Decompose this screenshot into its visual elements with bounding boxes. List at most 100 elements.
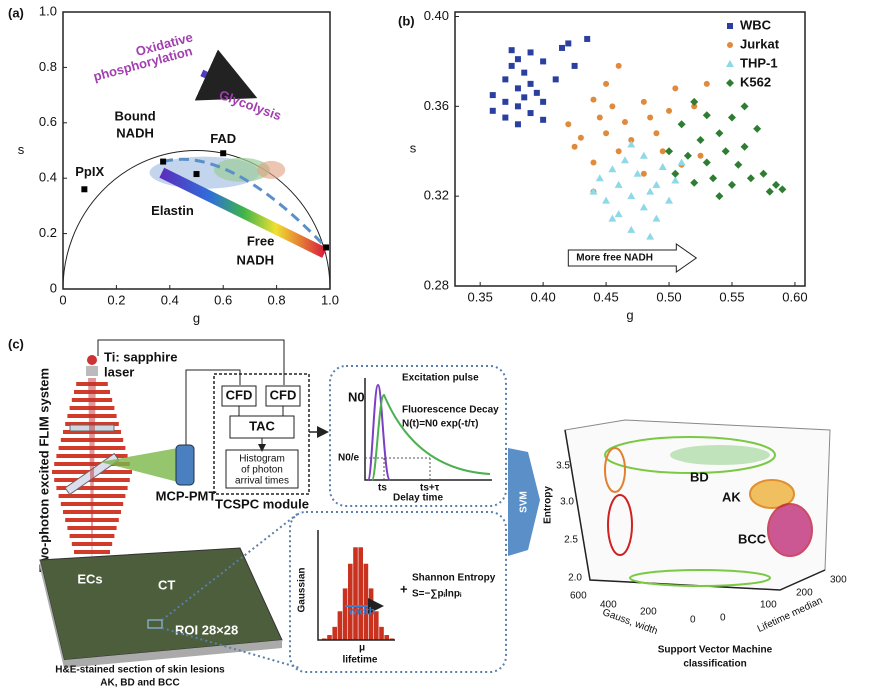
point — [627, 140, 636, 148]
svm-label: SVM — [519, 491, 530, 513]
point — [666, 107, 673, 114]
flow-arrow — [238, 406, 284, 450]
point — [603, 80, 610, 87]
point — [540, 98, 547, 105]
plot-caption: Support Vector Machine — [658, 645, 773, 656]
point — [508, 62, 515, 69]
class-label: AK — [722, 489, 741, 504]
point — [193, 171, 200, 178]
hist-bar — [342, 588, 348, 640]
entropy-text: μ — [359, 643, 365, 654]
y-tick-label: 0.6 — [39, 114, 57, 129]
y-axis-label: s — [410, 140, 417, 155]
point — [160, 158, 167, 165]
annotation-arrow — [567, 243, 698, 273]
x-tick-label: 0.2 — [107, 292, 125, 307]
point — [759, 169, 768, 178]
point — [577, 134, 584, 141]
point — [740, 102, 749, 111]
point — [721, 147, 730, 156]
point — [615, 62, 622, 69]
point — [608, 214, 617, 222]
tick-label: 0 — [720, 613, 726, 624]
hist-bar — [332, 626, 337, 640]
point — [639, 151, 648, 159]
annotation: Bound — [115, 109, 156, 124]
legend-label: Jurkat — [740, 36, 780, 51]
hist-bar — [322, 638, 327, 640]
y-tick-label: 0.8 — [39, 59, 57, 74]
histogram-label: arrival times — [235, 476, 289, 487]
point — [652, 180, 661, 188]
ak-boundary — [604, 447, 626, 493]
point — [677, 158, 686, 166]
tick-label: 200 — [796, 588, 813, 599]
point — [690, 97, 699, 106]
point — [727, 180, 736, 189]
metabolic-arrow — [194, 49, 258, 101]
tissue-caption: AK, BD and BCC — [100, 678, 179, 689]
point — [584, 35, 591, 42]
y-tick-label: 0.2 — [39, 225, 57, 240]
point — [715, 129, 724, 138]
point — [322, 244, 329, 251]
ak-cluster — [749, 479, 795, 509]
decay-guide — [365, 457, 431, 480]
point — [559, 44, 566, 51]
tick-label: 3.5 — [556, 461, 570, 472]
decay-text: ts+τ — [420, 483, 440, 494]
point — [709, 174, 718, 183]
point — [602, 196, 611, 204]
point — [571, 143, 578, 150]
annotation: PpIX — [75, 164, 104, 179]
point — [646, 187, 655, 195]
point — [697, 152, 704, 159]
point — [639, 203, 648, 211]
tick-label: 2.5 — [564, 535, 578, 546]
class-label: BD — [690, 469, 709, 484]
tissue-label: CT — [158, 577, 175, 592]
point — [565, 121, 572, 128]
point — [614, 210, 623, 218]
bcc-cluster — [767, 503, 813, 557]
histogram-label: of photon — [241, 465, 283, 476]
tissue-caption: H&E-stained section of skin lesions — [55, 665, 225, 676]
point — [640, 98, 647, 105]
tissue-section — [39, 547, 283, 661]
point — [683, 151, 692, 160]
hist-bar — [327, 635, 332, 640]
x-tick-label: 0.55 — [719, 289, 744, 304]
y-tick-label: 0.36 — [424, 98, 449, 113]
tissue-label: ROI 28×28 — [175, 622, 238, 637]
bd-cluster — [670, 445, 770, 465]
point — [521, 69, 528, 76]
point — [489, 92, 496, 99]
point — [571, 62, 578, 69]
focus-beam — [88, 378, 96, 570]
point — [533, 89, 540, 96]
point — [658, 162, 667, 170]
decay-text: Excitation pulse — [402, 373, 479, 384]
point — [628, 137, 635, 144]
point — [677, 120, 686, 129]
point — [502, 98, 509, 105]
decay-box — [329, 365, 507, 507]
point — [640, 170, 647, 177]
decay-curve — [371, 393, 491, 481]
point — [514, 121, 521, 128]
x-axis-label: g — [193, 310, 200, 325]
point — [727, 113, 736, 122]
hist-bar — [358, 547, 363, 640]
annotation: NADH — [116, 125, 154, 140]
x-tick-label: 1.0 — [321, 292, 339, 307]
entropy-text: width — [348, 607, 375, 618]
hist-bar — [337, 611, 343, 640]
laser-body — [86, 366, 98, 376]
x-tick-label: 0 — [59, 292, 66, 307]
point — [671, 176, 680, 184]
x-tick-label: 0.50 — [656, 289, 681, 304]
point — [614, 180, 623, 188]
legend-label: K562 — [740, 74, 771, 89]
point — [489, 107, 496, 114]
